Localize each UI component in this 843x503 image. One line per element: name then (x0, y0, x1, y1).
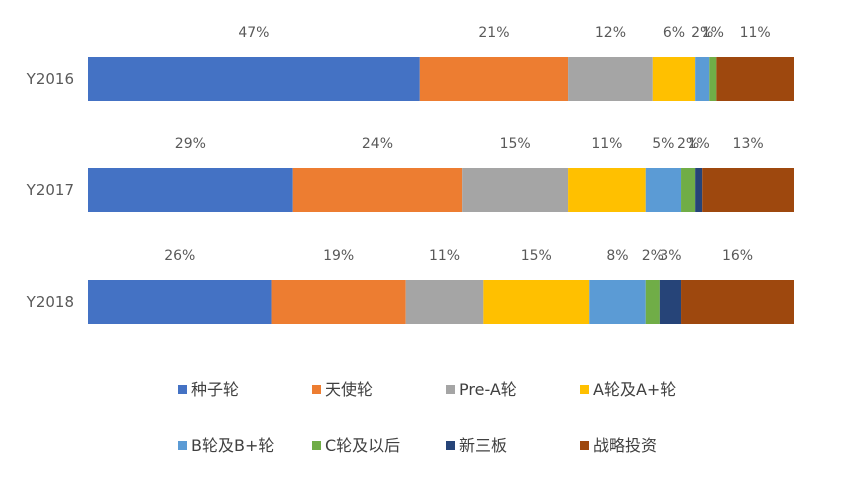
legend-label-3: A轮及A+轮 (593, 380, 676, 399)
bar-y2018-series-0 (88, 280, 272, 324)
legend-item-2: Pre-A轮 (446, 380, 517, 399)
data-label-y2018-series-2: 11% (429, 248, 460, 264)
bar-y2016-series-1 (419, 57, 569, 101)
bar-y2016-series-4 (695, 57, 710, 101)
data-label-y2016-series-7: 11% (740, 25, 771, 41)
legend-item-4: B轮及B+轮 (178, 436, 274, 455)
legend-item-1: 天使轮 (312, 380, 373, 399)
bar-y2018-series-4 (589, 280, 646, 324)
data-label-y2016-series-0: 47% (238, 25, 269, 41)
bar-y2017-series-4 (645, 168, 682, 212)
data-label-y2017-series-6: 1% (688, 136, 710, 152)
legend-label-6: 新三板 (459, 436, 507, 455)
category-labels: Y2016 Y2017 Y2018 (26, 70, 74, 311)
legend: 种子轮 天使轮 Pre-A轮 A轮及A+轮 B轮及B+轮 C轮及以后 新三板 战略投资 (178, 380, 676, 455)
bar-y2017-series-2 (462, 168, 569, 212)
bar-y2017-series-5 (681, 168, 696, 212)
legend-label-5: C轮及以后 (325, 436, 400, 455)
legend-swatch-3 (580, 385, 589, 394)
data-label-y2017-series-2: 15% (500, 136, 531, 152)
legend-label-7: 战略投资 (593, 436, 657, 455)
data-label-y2017-series-1: 24% (362, 136, 393, 152)
bar-y2017-series-1 (292, 168, 463, 212)
bar-y2018-series-3 (483, 280, 590, 324)
data-labels: 47% 21% 12% 6% 2%1% 11%29% 24% 15% 11% 5% 2%1% 13%2… (164, 25, 771, 264)
legend-item-5: C轮及以后 (312, 436, 400, 455)
data-label-y2016-series-3: 6% (663, 25, 685, 41)
legend-item-3: A轮及A+轮 (580, 380, 676, 399)
legend-swatch-2 (446, 385, 455, 394)
data-label-y2017-series-0: 29% (175, 136, 206, 152)
legend-item-7: 战略投资 (580, 436, 657, 455)
bar-y2017-series-0 (88, 168, 293, 212)
bar-y2018-series-5 (645, 280, 660, 324)
bar-y2017-series-6 (695, 168, 703, 212)
data-label-y2017-series-7: 13% (733, 136, 764, 152)
bar-y2017-series-3 (568, 168, 646, 212)
category-label-y2018: Y2018 (26, 293, 74, 311)
legend-label-4: B轮及B+轮 (191, 436, 274, 455)
legend-label-1: 天使轮 (325, 380, 373, 399)
bar-y2018-series-1 (271, 280, 406, 324)
bar-segments (88, 57, 794, 324)
data-label-y2017-series-4: 5% (652, 136, 674, 152)
bar-y2016-series-5 (709, 57, 717, 101)
bar-y2016-series-3 (652, 57, 696, 101)
legend-swatch-6 (446, 441, 455, 450)
legend-item-6: 新三板 (446, 436, 507, 455)
bar-y2018-series-6 (659, 280, 682, 324)
data-label-y2018-series-3: 15% (521, 248, 552, 264)
data-label-y2016-series-4: 2% (691, 25, 713, 41)
legend-item-0: 种子轮 (178, 380, 239, 399)
legend-swatch-1 (312, 385, 321, 394)
data-label-y2017-series-5: 2% (677, 136, 699, 152)
data-label-y2018-series-5: 2% (642, 248, 664, 264)
data-label-y2016-series-5: 1% (702, 25, 724, 41)
legend-swatch-0 (178, 385, 187, 394)
bar-y2016-series-7 (716, 57, 794, 101)
legend-swatch-5 (312, 441, 321, 450)
category-label-y2016: Y2016 (26, 70, 74, 88)
bar-y2016-series-2 (568, 57, 653, 101)
bar-y2018-series-2 (405, 280, 484, 324)
data-label-y2018-series-7: 16% (722, 248, 753, 264)
legend-label-2: Pre-A轮 (459, 380, 517, 399)
data-label-y2018-series-6: 3% (659, 248, 681, 264)
bar-y2016-series-0 (88, 57, 420, 101)
legend-swatch-4 (178, 441, 187, 450)
data-label-y2017-series-3: 11% (591, 136, 622, 152)
data-label-y2016-series-2: 12% (595, 25, 626, 41)
bar-y2017-series-7 (702, 168, 794, 212)
legend-swatch-7 (580, 441, 589, 450)
data-label-y2018-series-0: 26% (164, 248, 195, 264)
category-label-y2017: Y2017 (26, 181, 74, 199)
legend-label-0: 种子轮 (191, 380, 239, 399)
data-label-y2016-series-1: 21% (478, 25, 509, 41)
data-label-y2018-series-1: 19% (323, 248, 354, 264)
data-label-y2018-series-4: 8% (606, 248, 628, 264)
bar-y2018-series-7 (681, 280, 794, 324)
